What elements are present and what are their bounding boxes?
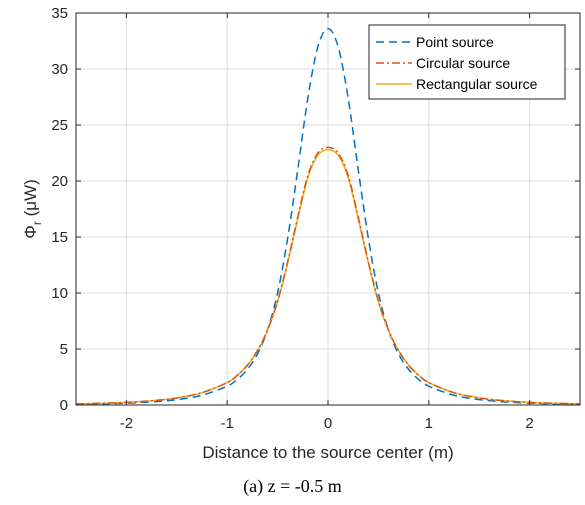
x-tick-label: 0: [324, 415, 332, 432]
y-axis-label: Φr (μW): [21, 179, 44, 238]
y-tick-label: 20: [51, 173, 68, 190]
y-axis-unit: (μW): [21, 179, 40, 221]
legend-label-circular-source: Circular source: [416, 55, 510, 71]
x-axis-label: Distance to the source center (m): [202, 443, 453, 462]
x-tick-label: 1: [425, 415, 433, 432]
y-tick-label: 15: [51, 229, 68, 246]
y-tick-label: 0: [60, 397, 68, 414]
legend-label-rectangular-source: Rectangular source: [416, 76, 538, 92]
x-tick-label: -1: [221, 415, 234, 432]
legend: Point source Circular source Rectangular s…: [368, 24, 566, 100]
y-axis-subscript: r: [30, 221, 44, 225]
y-axis-symbol: Φ: [21, 225, 40, 239]
legend-box: [368, 24, 566, 100]
x-tick-label: -2: [120, 415, 133, 432]
y-tick-label: 25: [51, 117, 68, 134]
figure-caption: (a) z = -0.5 m: [243, 476, 342, 496]
y-tick-label: 10: [51, 285, 68, 302]
x-tick-label: 2: [525, 415, 533, 432]
legend-label-point-source: Point source: [416, 34, 494, 50]
y-tick-label: 35: [51, 5, 68, 22]
series-line-circular-source: [75, 146, 581, 405]
series-group: [75, 27, 581, 405]
series-line-point-source: [75, 27, 581, 405]
grid: [76, 12, 580, 406]
y-tick-label: 5: [60, 341, 68, 358]
y-tick-label: 30: [51, 61, 68, 78]
